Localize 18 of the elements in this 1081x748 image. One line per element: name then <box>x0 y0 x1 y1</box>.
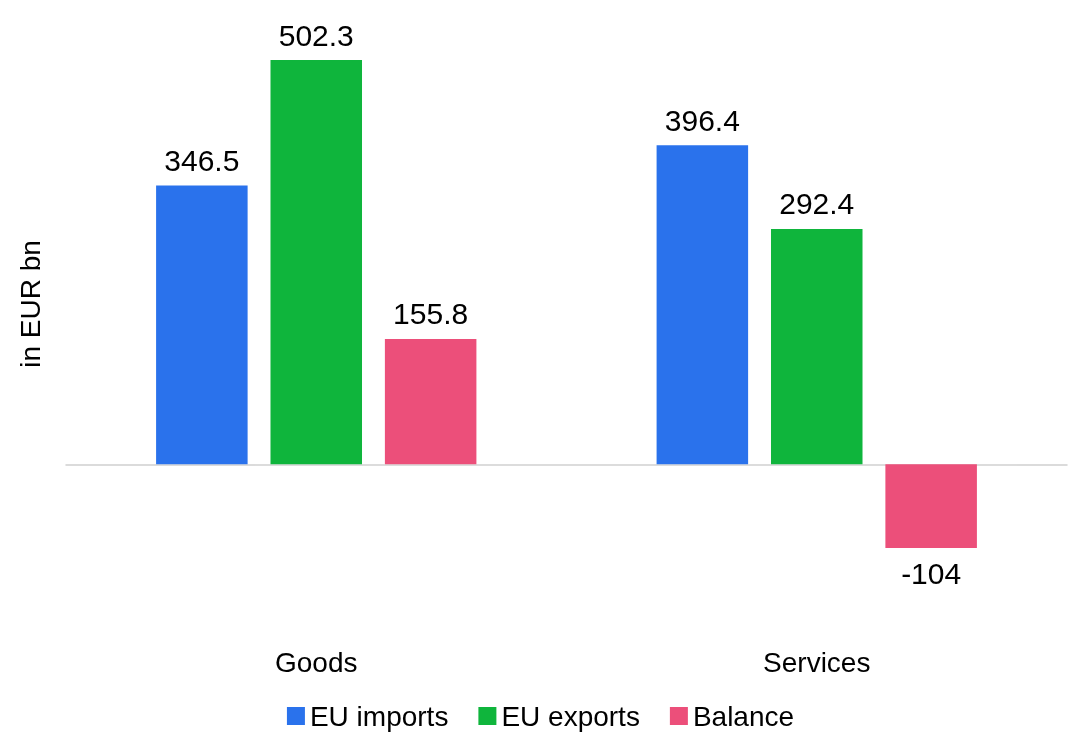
data-label: 396.4 <box>664 103 740 137</box>
data-label: -104 <box>901 556 962 590</box>
y-axis-title: in EUR bn <box>14 240 46 368</box>
x-tick-label: Services <box>763 646 871 678</box>
bar <box>156 185 248 465</box>
x-tick-label: Goods <box>275 646 358 678</box>
bar <box>770 228 863 465</box>
legend-label: Balance <box>692 700 795 732</box>
data-label: 502.3 <box>278 18 354 52</box>
legend-label: EU exports <box>501 700 640 732</box>
data-label: 346.5 <box>164 143 240 177</box>
bar <box>885 464 977 548</box>
legend-label: EU imports <box>309 700 449 732</box>
bar <box>384 338 477 465</box>
bar <box>270 60 363 465</box>
data-label: 155.8 <box>393 297 469 331</box>
data-label: 292.4 <box>779 187 855 221</box>
bar <box>656 145 749 465</box>
